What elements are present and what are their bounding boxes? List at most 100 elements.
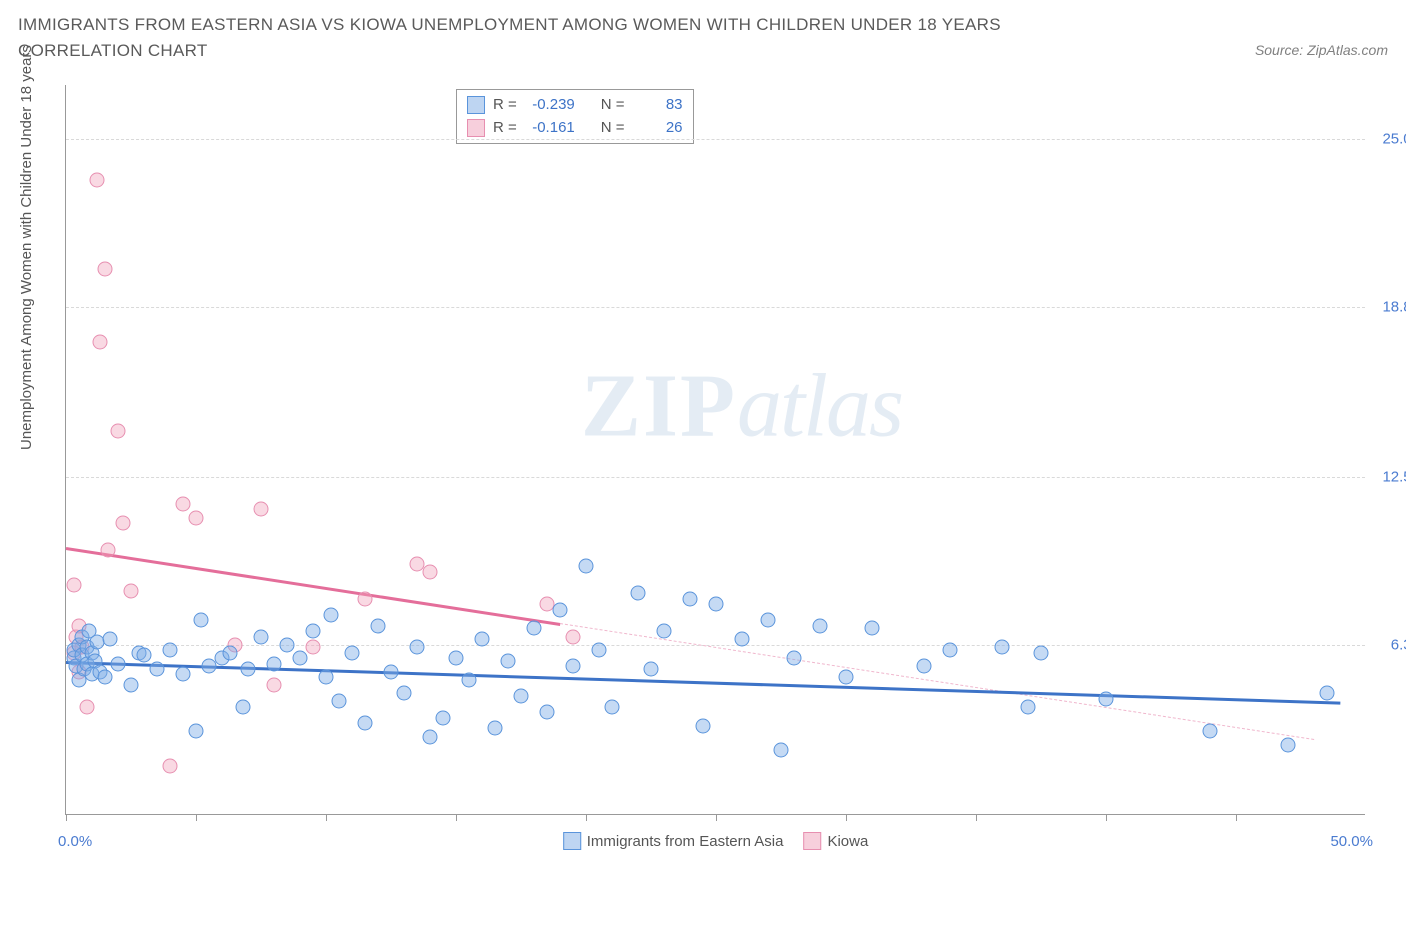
scatter-point-blue — [1099, 691, 1114, 706]
scatter-point-blue — [371, 618, 386, 633]
scatter-point-pink — [189, 510, 204, 525]
x-tick — [1236, 814, 1237, 821]
stat-r-label: R = — [493, 117, 517, 140]
scatter-point-blue — [189, 724, 204, 739]
scatter-point-pink — [176, 497, 191, 512]
scatter-point-pink — [66, 578, 81, 593]
scatter-point-blue — [540, 705, 555, 720]
scatter-point-blue — [397, 686, 412, 701]
stat-r-value: -0.161 — [525, 117, 575, 140]
scatter-point-blue — [735, 632, 750, 647]
stat-n-label: N = — [601, 117, 625, 140]
scatter-point-blue — [358, 716, 373, 731]
scatter-point-pink — [306, 640, 321, 655]
scatter-point-blue — [696, 718, 711, 733]
trend-line — [66, 547, 560, 626]
x-tick — [846, 814, 847, 821]
scatter-point-blue — [449, 651, 464, 666]
scatter-point-pink — [566, 629, 581, 644]
swatch-pink-icon — [803, 832, 821, 850]
chart-area: Unemployment Among Women with Children U… — [30, 85, 1380, 845]
x-axis-max-label: 50.0% — [1330, 833, 1373, 850]
scatter-point-blue — [995, 640, 1010, 655]
stat-n-value: 26 — [633, 117, 683, 140]
scatter-point-blue — [332, 694, 347, 709]
trend-line — [66, 661, 1340, 705]
scatter-point-blue — [235, 699, 250, 714]
y-tick-label: 25.0% — [1370, 131, 1406, 148]
swatch-pink-icon — [467, 119, 485, 137]
gridline — [66, 645, 1365, 646]
scatter-point-blue — [501, 653, 516, 668]
stat-r-value: -0.239 — [525, 94, 575, 117]
scatter-point-blue — [1320, 686, 1335, 701]
x-tick — [716, 814, 717, 821]
scatter-point-blue — [1281, 737, 1296, 752]
y-tick-label: 12.5% — [1370, 469, 1406, 486]
scatter-point-pink — [254, 502, 269, 517]
scatter-point-blue — [163, 643, 178, 658]
scatter-point-blue — [514, 689, 529, 704]
legend-item-blue: Immigrants from Eastern Asia — [563, 832, 784, 850]
scatter-point-pink — [163, 759, 178, 774]
scatter-point-blue — [1203, 724, 1218, 739]
stats-row-blue: R = -0.239 N = 83 — [467, 94, 683, 117]
legend-label: Kiowa — [827, 833, 868, 850]
y-tick-label: 18.8% — [1370, 298, 1406, 315]
chart-title: IMMIGRANTS FROM EASTERN ASIA VS KIOWA UN… — [18, 12, 1118, 65]
chart-source: Source: ZipAtlas.com — [1255, 42, 1388, 58]
scatter-point-blue — [254, 629, 269, 644]
scatter-point-blue — [657, 624, 672, 639]
x-tick — [456, 814, 457, 821]
scatter-point-pink — [111, 424, 126, 439]
scatter-point-pink — [358, 591, 373, 606]
scatter-point-blue — [241, 662, 256, 677]
stat-r-label: R = — [493, 94, 517, 117]
scatter-point-blue — [774, 743, 789, 758]
scatter-point-pink — [98, 261, 113, 276]
x-tick — [196, 814, 197, 821]
y-tick-label: 6.3% — [1370, 636, 1406, 653]
watermark: ZIPatlas — [581, 354, 902, 457]
stat-n-value: 83 — [633, 94, 683, 117]
scatter-point-blue — [98, 670, 113, 685]
scatter-point-blue — [709, 597, 724, 612]
scatter-point-pink — [92, 334, 107, 349]
scatter-point-pink — [423, 564, 438, 579]
scatter-point-blue — [410, 640, 425, 655]
scatter-point-blue — [683, 591, 698, 606]
scatter-point-blue — [1021, 699, 1036, 714]
scatter-point-blue — [943, 643, 958, 658]
scatter-point-blue — [462, 672, 477, 687]
scatter-point-blue — [1034, 645, 1049, 660]
scatter-point-blue — [222, 645, 237, 660]
scatter-point-blue — [917, 659, 932, 674]
x-tick — [586, 814, 587, 821]
scatter-point-blue — [579, 559, 594, 574]
scatter-point-blue — [324, 607, 339, 622]
scatter-point-blue — [176, 667, 191, 682]
scatter-point-blue — [605, 699, 620, 714]
scatter-point-blue — [194, 613, 209, 628]
scatter-point-pink — [90, 172, 105, 187]
swatch-blue-icon — [563, 832, 581, 850]
x-axis-min-label: 0.0% — [58, 833, 92, 850]
scatter-point-blue — [475, 632, 490, 647]
chart-header: IMMIGRANTS FROM EASTERN ASIA VS KIOWA UN… — [0, 0, 1406, 71]
scatter-point-blue — [319, 670, 334, 685]
scatter-point-blue — [280, 637, 295, 652]
scatter-point-blue — [787, 651, 802, 666]
scatter-point-blue — [488, 721, 503, 736]
scatter-point-pink — [79, 699, 94, 714]
scatter-point-blue — [592, 643, 607, 658]
watermark-atlas: atlas — [737, 356, 902, 455]
scatter-point-blue — [527, 621, 542, 636]
scatter-point-blue — [150, 662, 165, 677]
x-tick — [326, 814, 327, 821]
scatter-point-blue — [345, 645, 360, 660]
x-tick — [976, 814, 977, 821]
x-tick — [66, 814, 67, 821]
y-axis-label: Unemployment Among Women with Children U… — [18, 45, 35, 450]
scatter-point-blue — [644, 662, 659, 677]
scatter-point-blue — [839, 670, 854, 685]
